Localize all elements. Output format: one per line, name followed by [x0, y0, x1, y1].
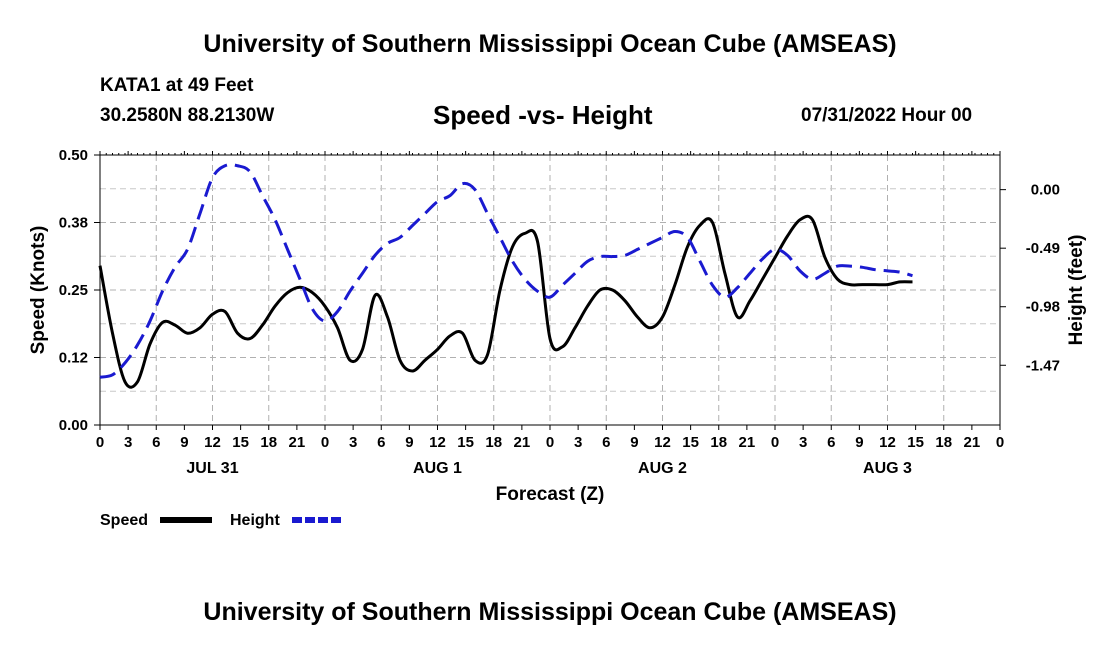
series-lines [98, 163, 913, 389]
chart-title: Speed -vs- Height [433, 100, 653, 130]
x-tick-label: 12 [429, 434, 446, 451]
x-axis-label: Forecast (Z) [496, 484, 605, 505]
x-tick-label: 9 [855, 434, 863, 451]
y-tick-label: 0.50 [59, 147, 88, 164]
y2-tick-label: -1.47 [1026, 357, 1060, 374]
y2-tick-label: -0.98 [1026, 299, 1060, 316]
station-coordinates: 30.2580N 88.2130W [100, 105, 275, 126]
speed-series-line [98, 214, 913, 389]
x-tick-label: 6 [602, 434, 610, 451]
x-tick-label: 9 [405, 434, 413, 451]
x-tick-label: 15 [457, 434, 474, 451]
legend-label-speed: Speed [100, 512, 148, 529]
speed-height-chart: 0 3 6 9 12 15 18 21 0 3 6 9 12 15 18 21 0 3 6 9 12 15 18 21 0 3 6 9… [28, 147, 1087, 529]
x-tick-label: 15 [232, 434, 249, 451]
x-tick-label: 3 [124, 434, 132, 451]
x-tick-label: 12 [654, 434, 671, 451]
footer-title: University of Southern Mississippi Ocean… [203, 598, 897, 626]
x-tick-label: 0 [321, 434, 329, 451]
height-series-line [99, 163, 913, 379]
y-axis-label: Speed (Knots) [28, 226, 49, 355]
x-tick-label: 12 [204, 434, 221, 451]
x-tick-label: 0 [96, 434, 104, 451]
axes: 0 3 6 9 12 15 18 21 0 3 6 9 12 15 18 21 0 3 6 9 12 15 18 21 0 3 6 9… [28, 147, 1087, 505]
main-title: University of Southern Mississippi Ocean… [203, 30, 897, 58]
x-tick-label: 3 [574, 434, 582, 451]
x-tick-label: 0 [771, 434, 779, 451]
x-tick-label: 12 [879, 434, 896, 451]
grid-lines [100, 155, 1000, 425]
x-tick-label: 21 [289, 434, 306, 451]
y2-axis-label: Height (feet) [1066, 235, 1087, 346]
x-tick-label: 15 [907, 434, 924, 451]
x-tick-label: 18 [710, 434, 727, 451]
legend-label-height: Height [230, 512, 280, 529]
x-tick-label: 21 [514, 434, 531, 451]
x-tick-label: 18 [485, 434, 502, 451]
x-tick-label: 15 [682, 434, 699, 451]
x-tick-label: 21 [964, 434, 981, 451]
y-tick-label: 0.38 [59, 215, 88, 232]
x-tick-label: 6 [377, 434, 385, 451]
x-tick-label: 9 [180, 434, 188, 451]
day-label: AUG 3 [863, 460, 912, 477]
day-label: JUL 31 [186, 460, 238, 477]
x-tick-label: 18 [260, 434, 277, 451]
x-tick-label: 9 [630, 434, 638, 451]
x-tick-label: 6 [152, 434, 160, 451]
y2-tick-label: 0.00 [1031, 182, 1060, 199]
x-tick-label: 18 [935, 434, 952, 451]
forecast-datetime: 07/31/2022 Hour 00 [801, 105, 973, 126]
x-tick-label: 6 [827, 434, 835, 451]
day-label: AUG 1 [413, 460, 462, 477]
x-tick-label: 3 [349, 434, 357, 451]
x-tick-label: 0 [546, 434, 554, 451]
x-tick-label: 0 [996, 434, 1004, 451]
y-tick-label: 0.25 [59, 282, 88, 299]
day-label: AUG 2 [638, 460, 687, 477]
y-tick-label: 0.12 [59, 350, 88, 367]
y-tick-label: 0.00 [59, 417, 88, 434]
station-label: KATA1 at 49 Feet [100, 75, 254, 96]
x-tick-label: 3 [799, 434, 807, 451]
y2-tick-label: -0.49 [1026, 240, 1060, 257]
x-tick-label: 21 [739, 434, 756, 451]
legend: Speed Height [100, 512, 342, 529]
